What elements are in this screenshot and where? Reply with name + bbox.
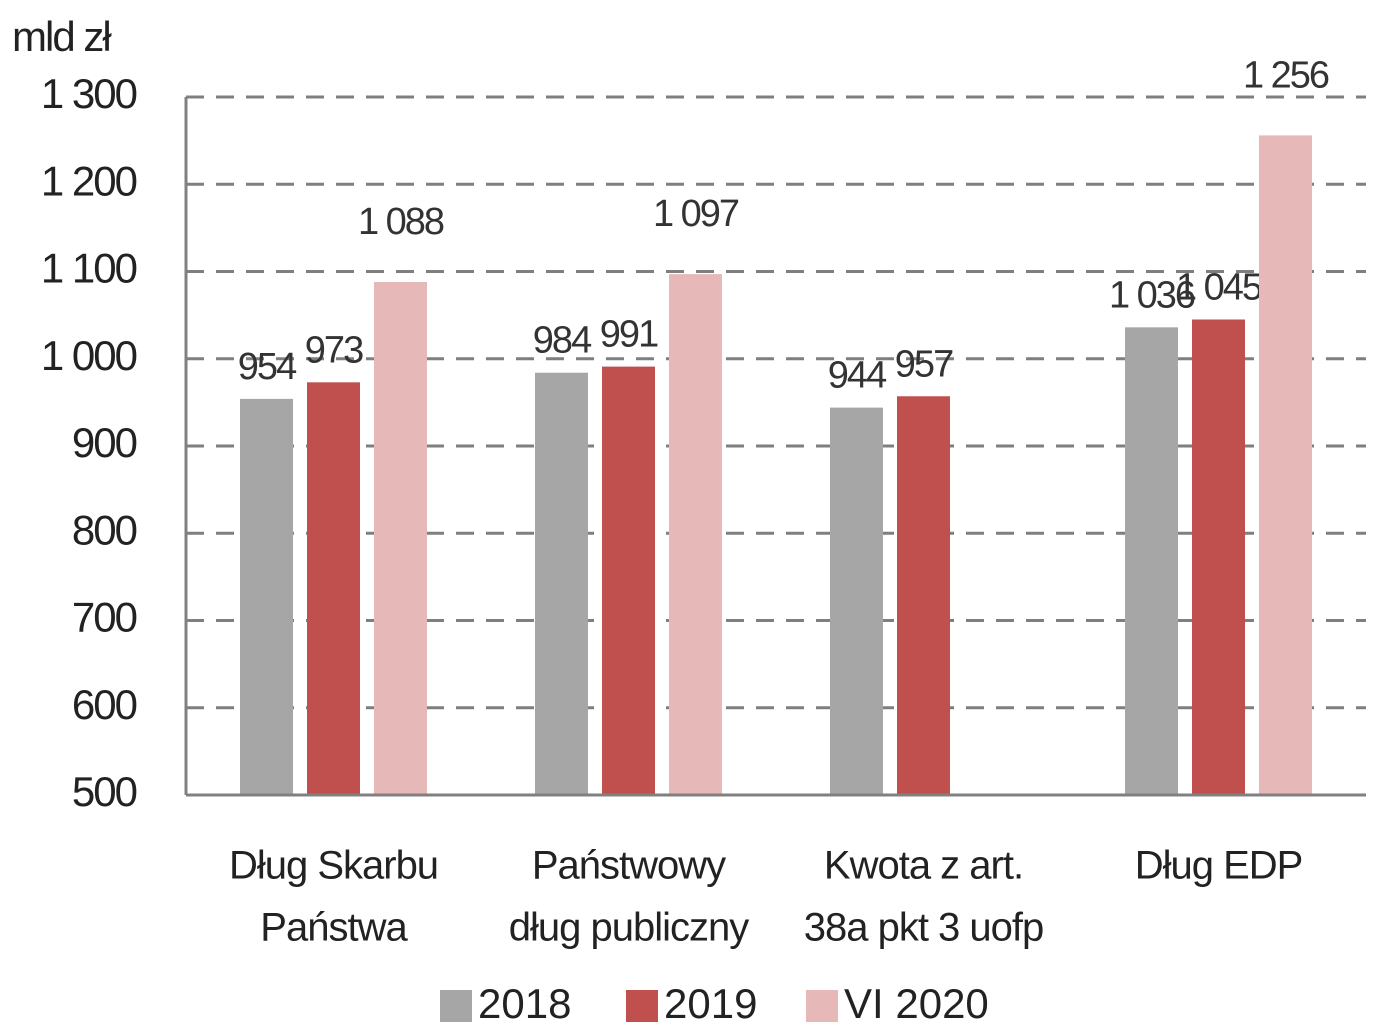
value-label: 1 097	[653, 193, 739, 235]
x-tick-label: Dług Skarbu	[229, 844, 438, 888]
y-tick-label: 1 200	[41, 157, 137, 204]
bar	[669, 274, 722, 795]
value-label: 1 036	[1109, 274, 1195, 316]
value-label: 957	[895, 343, 953, 385]
y-tick-label: 1 000	[41, 332, 137, 379]
legend-swatch	[806, 990, 838, 1022]
x-tick-label: Państwa	[260, 906, 408, 950]
legend-label: 2019	[664, 980, 757, 1027]
y-tick-label: 1 100	[41, 245, 137, 292]
bar	[1259, 135, 1312, 795]
legend-label: VI 2020	[844, 980, 989, 1027]
x-tick-label: Dług EDP	[1135, 844, 1303, 888]
bar	[602, 366, 655, 795]
y-tick-label: 900	[72, 419, 137, 466]
y-axis-label: mld zł	[12, 13, 112, 60]
value-label: 954	[238, 346, 297, 388]
y-tick-label: 600	[72, 681, 137, 728]
y-tick-label: 500	[72, 768, 137, 815]
legend-swatch	[626, 990, 658, 1022]
value-label: 1 256	[1243, 54, 1329, 96]
legend-swatch	[440, 990, 472, 1022]
y-tick-label: 700	[72, 594, 137, 641]
bar	[1125, 327, 1178, 795]
bar	[1192, 319, 1245, 795]
x-tick-label: 38a pkt 3 uofp	[804, 906, 1044, 950]
y-tick-label: 800	[72, 506, 137, 553]
legend-label: 2018	[478, 980, 571, 1027]
value-label: 973	[305, 329, 363, 371]
value-label: 944	[828, 355, 887, 397]
y-tick-label: 1 300	[41, 70, 137, 117]
x-tick-label: Państwowy	[532, 844, 726, 888]
value-label: 991	[600, 314, 658, 356]
bar	[374, 281, 427, 796]
value-label: 984	[533, 320, 592, 362]
value-label: 1 045	[1176, 267, 1262, 309]
x-tick-label: Kwota z art.	[824, 844, 1023, 888]
bar	[897, 396, 950, 795]
bar	[830, 407, 883, 795]
value-label: 1 088	[358, 201, 444, 243]
x-tick-label: dług publiczny	[509, 906, 749, 950]
bar	[535, 372, 588, 795]
bar	[240, 398, 293, 795]
bar	[307, 382, 360, 795]
